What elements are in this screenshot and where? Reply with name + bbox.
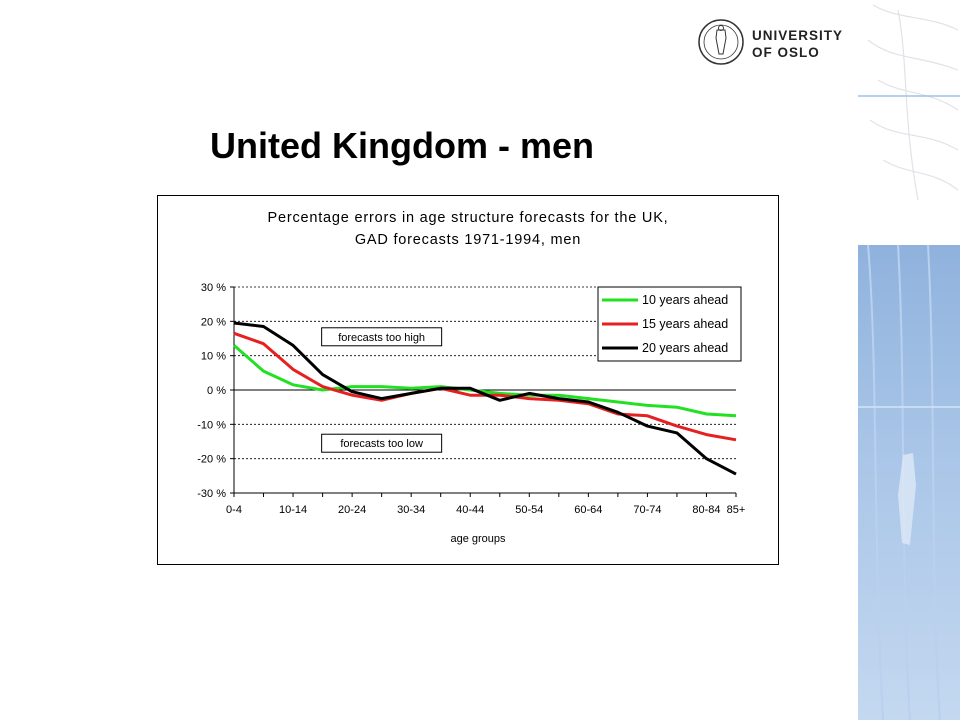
chart-subtitle: GAD forecasts 1971-1994, men — [355, 232, 581, 248]
annotation-2: forecasts too low — [321, 433, 443, 453]
x-tick-label: 70-74 — [633, 504, 661, 516]
annotation-text: forecasts too high — [338, 332, 425, 344]
x-tick-label: 20-24 — [338, 504, 366, 516]
y-tick-label: 10 % — [201, 351, 226, 363]
y-tick-label: -30 % — [197, 488, 226, 500]
university-logo-text: UNIVERSITY OF OSLO — [752, 28, 844, 60]
legend-label-1: 10 years ahead — [642, 293, 728, 307]
chart-frame: Percentage errors in age structure forec… — [157, 195, 779, 565]
x-tick-label: 10-14 — [279, 504, 307, 516]
legend-label-3: 20 years ahead — [642, 341, 728, 355]
y-tick-label: -10 % — [197, 419, 226, 431]
decorative-band-bottom — [858, 244, 960, 720]
x-tick-label: 60-64 — [574, 504, 602, 516]
decorative-band-top — [858, 0, 960, 245]
chart-svg: Percentage errors in age structure forec… — [197, 210, 746, 545]
annotation-text: forecasts too low — [340, 438, 423, 450]
x-tick-label: 85+ — [727, 504, 746, 516]
chart-title: Percentage errors in age structure forec… — [267, 210, 668, 226]
legend: 10 years ahead 15 years ahead 20 years ahe… — [597, 286, 742, 362]
slide-title: United Kingdom - men — [210, 125, 594, 166]
x-axis-label: age groups — [450, 533, 506, 545]
series-lines — [233, 321, 737, 476]
x-tick-label: 30-34 — [397, 504, 425, 516]
annotation-box — [321, 433, 443, 453]
annotation-1: forecasts too high — [321, 327, 443, 347]
series-line-1 — [233, 344, 737, 418]
y-tick-label: -20 % — [197, 454, 226, 466]
x-tick-label: 40-44 — [456, 504, 484, 516]
annotations: forecasts too high forecasts too low — [321, 327, 443, 453]
y-tick-label: 30 % — [201, 282, 226, 294]
annotation-box — [321, 327, 443, 347]
decorative-side-band — [858, 0, 960, 720]
y-tick-label: 0 % — [207, 385, 226, 397]
series-line-3 — [233, 321, 737, 476]
x-tick-label: 0-4 — [226, 504, 242, 516]
legend-label-2: 15 years ahead — [642, 317, 728, 331]
y-tick-label: 20 % — [201, 316, 226, 328]
x-tick-label: 50-54 — [515, 504, 543, 516]
university-seal-icon — [697, 18, 745, 71]
x-tick-label: 80-84 — [692, 504, 720, 516]
